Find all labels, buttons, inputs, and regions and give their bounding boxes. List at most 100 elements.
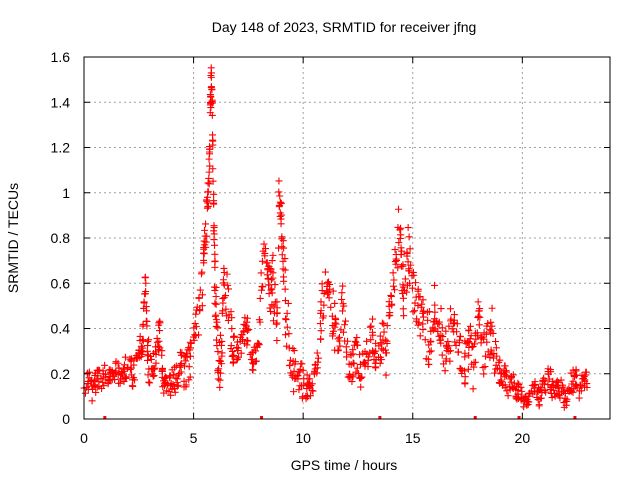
data-point [450, 328, 458, 336]
data-point [204, 188, 212, 196]
data-point [212, 316, 220, 324]
data-point [210, 222, 218, 230]
data-point [202, 220, 210, 228]
data-point [488, 304, 496, 312]
data-point [308, 387, 316, 394]
data-point [210, 197, 218, 205]
data-point [431, 301, 439, 309]
data-point [422, 355, 430, 363]
data-point [182, 381, 190, 389]
data-point [548, 394, 556, 402]
data-point [456, 333, 464, 341]
gap-marker [573, 416, 577, 419]
y-tick-label: 0.2 [51, 366, 71, 382]
data-point [177, 368, 185, 376]
data-point [559, 381, 567, 389]
gap-marker [378, 416, 382, 419]
data-point [258, 282, 266, 290]
x-tick-label: 20 [515, 430, 531, 446]
data-point [260, 240, 268, 248]
data-point [425, 308, 433, 316]
data-point [496, 365, 504, 373]
data-point [309, 387, 317, 395]
data-point [424, 316, 432, 324]
data-point [146, 379, 154, 387]
data-point [426, 348, 434, 356]
data-point [211, 250, 219, 258]
data-point [529, 390, 537, 398]
data-point [492, 361, 500, 369]
data-point [395, 205, 403, 213]
data-point [497, 376, 505, 384]
data-point [575, 387, 583, 395]
data-point [389, 269, 397, 277]
data-point [338, 296, 346, 304]
data-point [291, 358, 299, 366]
data-point [218, 360, 226, 368]
data-point [85, 368, 93, 376]
data-point [397, 231, 405, 239]
data-point [207, 69, 215, 77]
data-point [186, 346, 194, 354]
x-tick-label: 5 [190, 430, 198, 446]
data-point [186, 352, 194, 360]
data-point [255, 341, 263, 349]
data-point [419, 296, 427, 304]
data-point [327, 303, 335, 311]
y-tick-label: 0 [62, 411, 70, 427]
data-point [391, 246, 399, 254]
data-point [158, 366, 166, 374]
data-point [398, 247, 406, 255]
data-point [342, 343, 350, 351]
data-point [435, 318, 443, 326]
data-point [235, 353, 243, 361]
data-point [273, 319, 281, 327]
data-point [313, 364, 321, 372]
data-point [243, 336, 251, 344]
data-point [273, 304, 281, 312]
data-point [366, 323, 374, 331]
data-point [142, 317, 150, 325]
data-point [147, 355, 155, 363]
data-point [369, 315, 377, 323]
data-point [366, 349, 374, 357]
data-point [267, 276, 275, 284]
data-point [178, 349, 186, 357]
data-point [265, 290, 273, 298]
data-point [234, 344, 242, 352]
data-point [230, 333, 238, 341]
data-point [142, 279, 150, 287]
data-point [338, 289, 346, 297]
data-point [281, 255, 289, 263]
data-point [211, 299, 219, 307]
data-point [282, 331, 290, 339]
data-point [192, 310, 200, 318]
data-point [438, 351, 446, 359]
data-point [145, 378, 153, 386]
data-point [144, 338, 152, 346]
data-point [576, 381, 584, 389]
data-point [173, 375, 181, 383]
data-point [415, 319, 423, 327]
data-point [341, 321, 349, 329]
data-point [353, 341, 361, 349]
data-point [518, 387, 526, 395]
data-point [277, 220, 285, 228]
data-point [124, 363, 132, 371]
data-point [168, 385, 176, 393]
data-point [224, 285, 232, 293]
data-point [425, 341, 433, 349]
data-point [364, 356, 372, 364]
data-point [275, 177, 283, 185]
data-points [80, 64, 591, 411]
grid [84, 57, 610, 419]
data-point [281, 285, 289, 293]
data-point [283, 309, 291, 317]
data-point [461, 380, 469, 388]
data-point [144, 371, 152, 379]
data-point [190, 336, 198, 344]
data-point [462, 340, 470, 348]
data-point [216, 369, 224, 377]
y-tick-label: 1 [62, 185, 70, 201]
data-point [164, 379, 172, 387]
